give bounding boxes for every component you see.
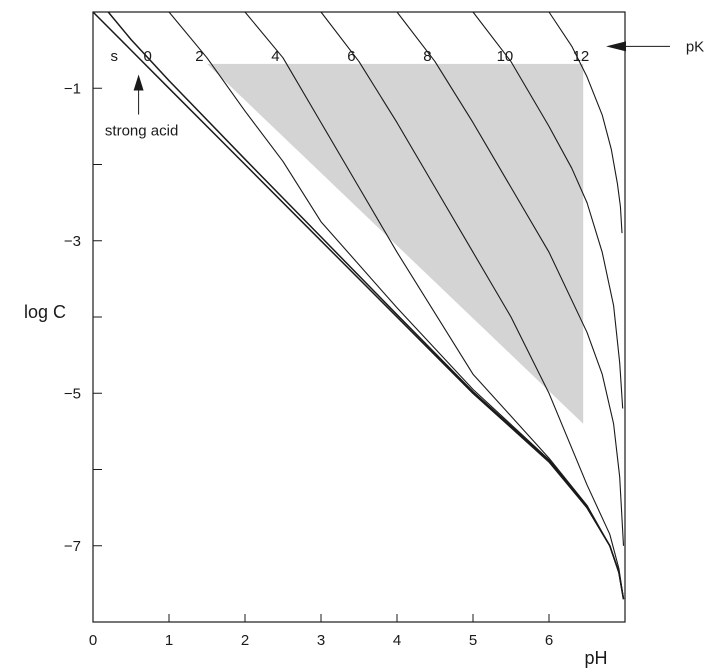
x-tick-label: 2 bbox=[241, 632, 249, 649]
curve-10 bbox=[472, 11, 624, 409]
pk-arrow-icon bbox=[606, 41, 626, 52]
y-tick-label: −5 bbox=[64, 385, 81, 402]
curves bbox=[92, 11, 625, 600]
curve-8 bbox=[396, 11, 625, 546]
curve-6 bbox=[320, 11, 625, 600]
curve-label-4: 4 bbox=[271, 48, 279, 65]
curve-labels: s 0 2 4 6 8 10 12 bbox=[111, 48, 590, 65]
strong-acid-label: strong acid bbox=[105, 123, 178, 140]
curve-label-12: 12 bbox=[573, 48, 590, 65]
strong-acid-arrow-icon bbox=[133, 74, 144, 91]
curve-label-10: 10 bbox=[497, 48, 514, 65]
annotations: strong acid pK bbox=[105, 38, 704, 139]
y-axis-title: log C bbox=[24, 302, 66, 322]
pk-label: pK bbox=[686, 38, 704, 55]
curve-label-8: 8 bbox=[423, 48, 431, 65]
x-tick-label: 0 bbox=[89, 632, 97, 649]
curve-4 bbox=[244, 11, 625, 600]
x-tick-label: 5 bbox=[469, 632, 477, 649]
x-tick-label: 6 bbox=[545, 632, 553, 649]
x-tick-label: 4 bbox=[393, 632, 401, 649]
curve-label-6: 6 bbox=[347, 48, 355, 65]
x-tick-label: 1 bbox=[165, 632, 173, 649]
curve-12 bbox=[548, 11, 623, 234]
y-tick-label: −7 bbox=[64, 538, 81, 555]
shaded-region bbox=[207, 63, 584, 424]
x-tick-label: 3 bbox=[317, 632, 325, 649]
curve-label-0: 0 bbox=[144, 48, 152, 65]
y-tick-label: −3 bbox=[64, 233, 81, 250]
x-ticks: 0 1 2 3 4 5 6 bbox=[89, 614, 553, 649]
y-tick-label: −1 bbox=[64, 80, 81, 97]
curve-label-s: s bbox=[111, 48, 119, 65]
x-axis-title: pH bbox=[584, 648, 607, 668]
curve-label-2: 2 bbox=[195, 48, 203, 65]
y-ticks: −7 −5 −3 −1 bbox=[64, 80, 102, 555]
